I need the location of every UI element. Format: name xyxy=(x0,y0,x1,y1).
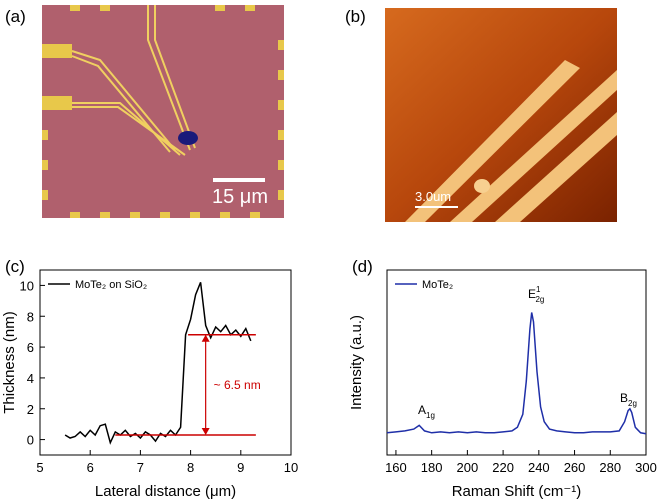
y-tick-label: 8 xyxy=(27,309,34,324)
x-tick-label: 180 xyxy=(421,460,443,475)
scale-bar-label: 3.0um xyxy=(415,189,451,204)
peak-label-base: E xyxy=(528,287,536,301)
x-tick-label: 260 xyxy=(564,460,586,475)
y-axis-label: Thickness (nm) xyxy=(1,311,18,414)
x-tick-label: 200 xyxy=(457,460,479,475)
y-axis-label: Intensity (a.u.) xyxy=(348,315,365,410)
scale-bar-label: 15 μm xyxy=(212,186,268,208)
x-tick-label: 7 xyxy=(137,460,144,475)
x-tick-label: 6 xyxy=(87,460,94,475)
y-tick-label: 10 xyxy=(20,278,34,293)
peak-label-sub: 2g xyxy=(535,295,544,304)
x-tick-label: 220 xyxy=(492,460,514,475)
peak-label: E1 2g xyxy=(528,285,544,304)
x-tick-label: 300 xyxy=(635,460,657,475)
y-tick-label: 4 xyxy=(27,371,34,386)
peak-label-base: B xyxy=(620,391,628,405)
peak-label-sup: 1 xyxy=(536,285,541,294)
panel-label: (c) xyxy=(5,257,25,276)
panel-label: (a) xyxy=(5,7,26,26)
peak-label-base: A xyxy=(418,403,426,417)
legend-label: MoTe₂ xyxy=(422,279,453,291)
x-tick-label: 240 xyxy=(528,460,550,475)
afm-image: 3.0um xyxy=(385,8,617,222)
annotation: ~ 6.5 nm xyxy=(214,378,261,392)
x-tick-label: 8 xyxy=(187,460,194,475)
x-tick-label: 280 xyxy=(599,460,621,475)
x-tick-label: 160 xyxy=(385,460,407,475)
peak-label-sub: 2g xyxy=(628,399,637,408)
y-tick-label: 2 xyxy=(27,402,34,417)
data-line xyxy=(64,282,252,445)
panel-label: (b) xyxy=(345,7,366,26)
plot-frame xyxy=(39,269,292,456)
x-tick-label: 9 xyxy=(237,460,244,475)
peak-label: A1g xyxy=(418,403,435,420)
data-line xyxy=(386,312,647,435)
optical-image: 15 μm xyxy=(42,5,284,218)
y-tick-label: 0 xyxy=(27,433,34,448)
peak-label: B2g xyxy=(620,391,637,408)
x-tick-label: 10 xyxy=(284,460,298,475)
x-tick-label: 5 xyxy=(36,460,43,475)
x-axis-label: Raman Shift (cm⁻¹) xyxy=(452,483,582,500)
panel-label: (d) xyxy=(352,257,373,276)
plot-frame xyxy=(386,269,647,456)
y-tick-label: 6 xyxy=(27,340,34,355)
peak-label-sub: 1g xyxy=(426,411,435,420)
legend-label: MoTe₂ on SiO₂ xyxy=(75,279,147,291)
x-axis-label: Lateral distance (μm) xyxy=(95,483,236,500)
